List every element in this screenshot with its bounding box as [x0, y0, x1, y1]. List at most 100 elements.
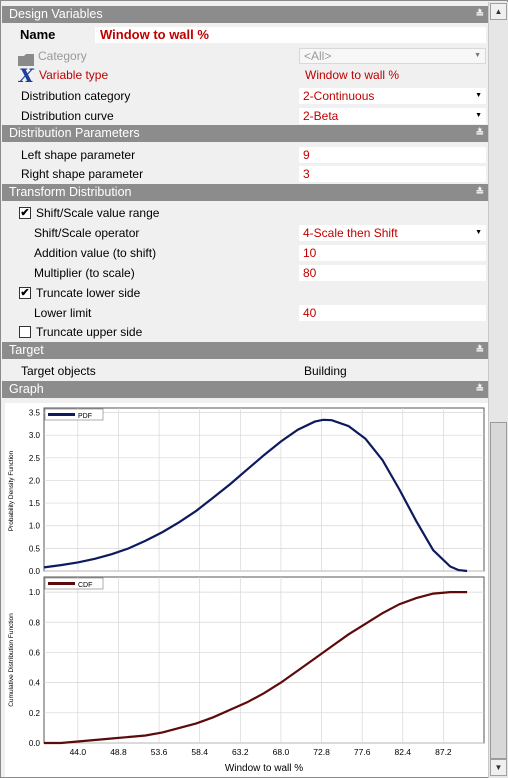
- x-tick-label: 63.2: [232, 747, 249, 757]
- dropdown-arrow-icon: ▼: [475, 92, 482, 99]
- left-shape-input[interactable]: 9: [299, 147, 486, 163]
- addition-row: Addition value (to shift) 10: [2, 243, 488, 263]
- dropdown-arrow-icon: ▼: [475, 112, 482, 119]
- pdf-y-axis: 0.0 0.5 1.0 1.5 2.0 2.5 3.0 3.5: [29, 409, 41, 576]
- x-tick-label: 68.0: [273, 747, 290, 757]
- pdf-series-line: [43, 418, 468, 573]
- shift-scale-checkbox[interactable]: ✔: [19, 207, 31, 219]
- y-tick-label: 2.5: [29, 454, 41, 463]
- category-row: Category <All> ▼: [2, 46, 488, 66]
- transform-distribution-header[interactable]: Transform Distribution ≛: [2, 184, 488, 201]
- variable-type-row: X Variable type Window to wall %: [2, 65, 488, 87]
- y-tick-label: 0.2: [29, 709, 41, 718]
- y-tick-label: 0.0: [29, 567, 41, 576]
- distribution-curve-select[interactable]: 2-Beta ▼: [299, 108, 486, 124]
- truncate-upper-checkbox[interactable]: [19, 326, 31, 338]
- y-tick-label: 1.0: [29, 522, 41, 531]
- y-tick-label: 1.0: [29, 588, 41, 597]
- y-tick-label: 0.8: [29, 618, 41, 627]
- multiplier-row: Multiplier (to scale) 80: [2, 263, 488, 283]
- truncate-upper-row: Truncate upper side: [2, 322, 488, 342]
- target-title: Target: [9, 343, 44, 357]
- category-value: <All>: [304, 49, 332, 63]
- double-chevron-down-icon[interactable]: ≛: [475, 9, 484, 20]
- folder-icon: [18, 52, 35, 66]
- design-variables-header[interactable]: Design Variables ≛: [2, 6, 488, 23]
- distribution-parameters-header[interactable]: Distribution Parameters ≛: [2, 125, 488, 142]
- graph-title: Graph: [9, 382, 44, 396]
- x-tick-label: 82.4: [394, 747, 411, 757]
- vertical-scrollbar[interactable]: ▲ ▼: [488, 2, 508, 778]
- category-select[interactable]: <All> ▼: [299, 48, 486, 64]
- name-label: Name: [20, 27, 56, 42]
- target-objects-label: Target objects: [21, 364, 96, 378]
- y-tick-label: 0.6: [29, 648, 41, 657]
- y-tick-label: 1.5: [29, 499, 41, 508]
- cdf-chart: 0.0 0.2 0.4 0.6 0.8 1.0 44.0 48.8 53.6 58.4 63.2 6…: [8, 576, 485, 774]
- shift-scale-label: Shift/Scale value range: [36, 206, 160, 220]
- distribution-curve-row: Distribution curve 2-Beta ▼: [2, 106, 488, 126]
- lower-limit-label: Lower limit: [34, 306, 92, 320]
- y-tick-label: 0.5: [29, 544, 41, 553]
- left-shape-label: Left shape parameter: [21, 148, 136, 162]
- distribution-parameters-title: Distribution Parameters: [9, 126, 140, 140]
- y-tick-label: 3.5: [29, 409, 41, 418]
- double-chevron-down-icon[interactable]: ≛: [475, 345, 484, 356]
- cdf-legend-label: CDF: [78, 582, 92, 589]
- lower-limit-input[interactable]: 40: [299, 305, 486, 321]
- dropdown-arrow-icon: ▼: [475, 229, 482, 236]
- operator-label: Shift/Scale operator: [34, 226, 140, 240]
- charts-svg: 0.0 0.5 1.0 1.5 2.0 2.5 3.0 3.5 PDF Probability…: [8, 407, 485, 774]
- double-chevron-down-icon[interactable]: ≛: [475, 384, 484, 395]
- double-chevron-down-icon[interactable]: ≛: [475, 187, 484, 198]
- truncate-lower-checkbox[interactable]: ✔: [19, 287, 31, 299]
- y-tick-label: 3.0: [29, 431, 41, 440]
- target-objects-value[interactable]: Building: [304, 364, 347, 378]
- cdf-legend: CDF: [44, 577, 104, 590]
- addition-input[interactable]: 10: [299, 245, 486, 261]
- panel-content: Design Variables ≛ Name Window to wall %…: [2, 2, 488, 778]
- pdf-chart: 0.0 0.5 1.0 1.5 2.0 2.5 3.0 3.5 PDF Probability…: [8, 407, 485, 576]
- cdf-x-axis-label: Window to wall %: [225, 763, 303, 774]
- operator-value: 4-Scale then Shift: [303, 226, 398, 240]
- cdf-y-axis-label: Cumulative Distribution Function: [8, 613, 15, 707]
- right-shape-label: Right shape parameter: [21, 167, 144, 181]
- graph-header[interactable]: Graph ≛: [2, 381, 488, 398]
- lower-limit-row: Lower limit 40: [2, 303, 488, 323]
- distribution-category-value: 2-Continuous: [303, 89, 375, 103]
- operator-select[interactable]: 4-Scale then Shift ▼: [299, 225, 486, 241]
- x-tick-label: 44.0: [70, 747, 87, 757]
- name-row: Name Window to wall %: [2, 25, 488, 45]
- distribution-category-row: Distribution category 2-Continuous ▼: [2, 86, 488, 106]
- variable-x-icon: X: [19, 65, 34, 87]
- distribution-category-select[interactable]: 2-Continuous ▼: [299, 88, 486, 104]
- pdf-plot-frame: [43, 407, 485, 572]
- graph-area: 0.0 0.5 1.0 1.5 2.0 2.5 3.0 3.5 PDF Probability…: [5, 403, 488, 777]
- multiplier-input[interactable]: 80: [299, 265, 486, 281]
- dropdown-arrow-icon: ▼: [474, 52, 481, 59]
- variable-type-label: Variable type: [39, 68, 109, 82]
- truncate-lower-label: Truncate lower side: [36, 286, 141, 300]
- target-objects-row: Target objects Building: [2, 361, 488, 381]
- right-shape-input[interactable]: 3: [299, 166, 486, 182]
- x-tick-label: 48.8: [110, 747, 127, 757]
- scroll-up-icon[interactable]: ▲: [490, 3, 507, 20]
- scroll-down-icon[interactable]: ▼: [490, 759, 507, 776]
- left-shape-row: Left shape parameter 9: [2, 145, 488, 165]
- x-tick-label: 72.8: [313, 747, 330, 757]
- truncate-upper-label: Truncate upper side: [36, 325, 143, 339]
- name-input[interactable]: Window to wall %: [95, 27, 486, 43]
- cdf-grid: [44, 577, 484, 744]
- target-header[interactable]: Target ≛: [2, 342, 488, 359]
- double-chevron-down-icon[interactable]: ≛: [475, 128, 484, 139]
- category-label: Category: [38, 49, 87, 63]
- cdf-x-axis: 44.0 48.8 53.6 58.4 63.2 68.0 72.8 77.6 82.4 87.2: [70, 747, 452, 757]
- shift-scale-row: ✔ Shift/Scale value range: [2, 203, 488, 223]
- operator-row: Shift/Scale operator 4-Scale then Shift …: [2, 223, 488, 243]
- variable-type-value: Window to wall %: [305, 68, 400, 82]
- y-tick-label: 0.4: [29, 679, 41, 688]
- scrollbar-thumb[interactable]: [490, 422, 507, 759]
- cdf-y-axis: 0.0 0.2 0.4 0.6 0.8 1.0: [29, 588, 41, 748]
- x-tick-label: 77.6: [354, 747, 371, 757]
